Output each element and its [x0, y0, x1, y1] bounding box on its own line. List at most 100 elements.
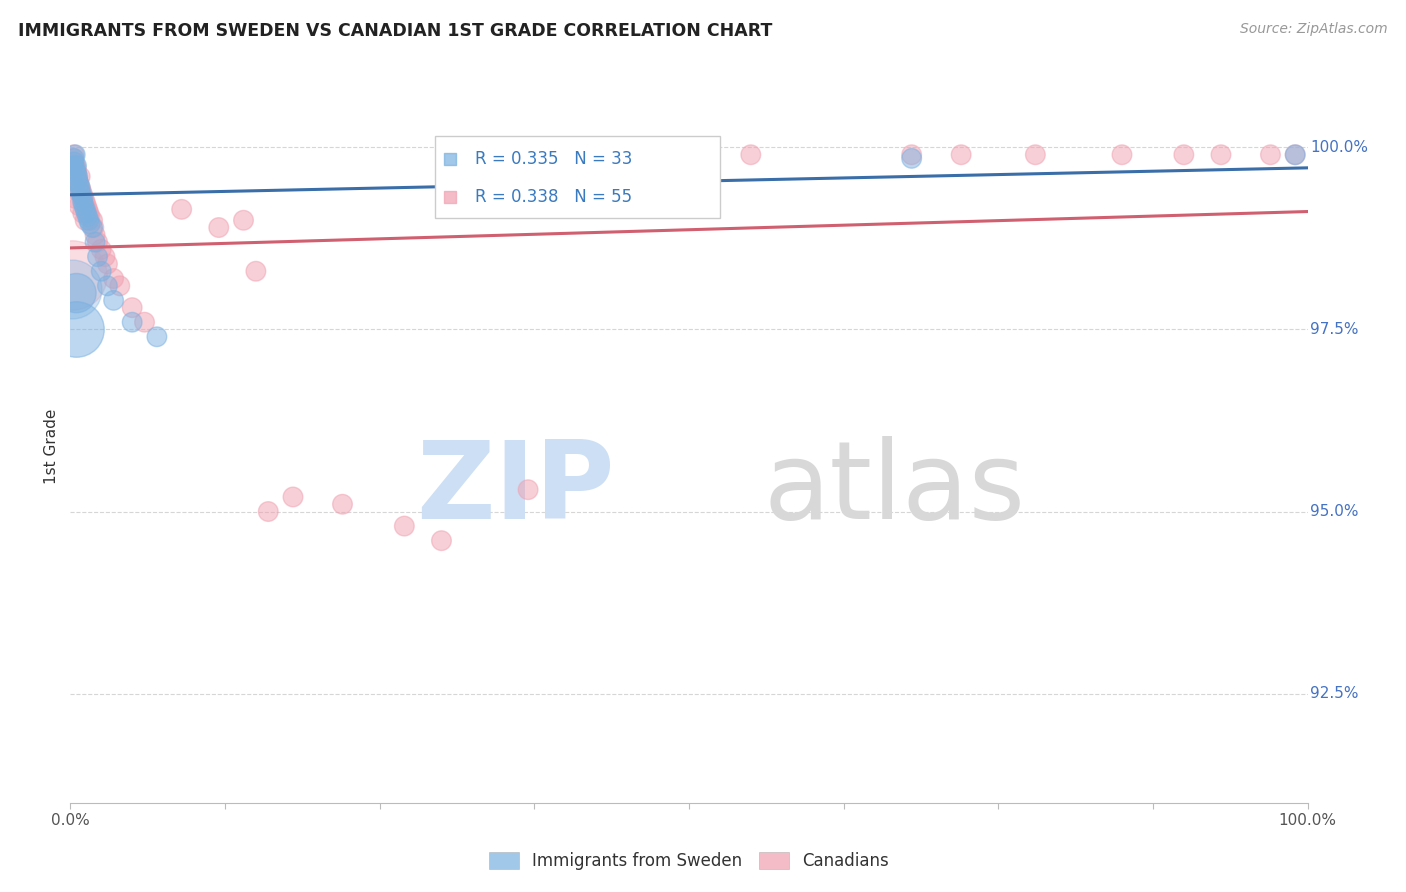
Point [103, 271, 125, 285]
Point [146, 330, 169, 344]
Point [62, 152, 84, 166]
Point [517, 483, 540, 497]
Point [740, 147, 762, 161]
Point [75, 213, 97, 227]
Point [65, 159, 87, 173]
Point [72, 187, 94, 202]
Point [94, 250, 117, 264]
Point [66, 173, 89, 187]
Point [121, 301, 143, 315]
Point [281, 490, 304, 504]
Point [69, 180, 91, 194]
Point [430, 533, 453, 548]
Y-axis label: 1st Grade: 1st Grade [44, 409, 59, 483]
Point [75, 195, 97, 210]
Point [134, 315, 156, 329]
Point [90, 243, 112, 257]
Point [1260, 147, 1282, 161]
Point [65, 162, 87, 177]
Point [65, 169, 87, 184]
FancyBboxPatch shape [436, 136, 720, 218]
Point [257, 504, 280, 518]
Point [60, 282, 83, 296]
Point [76, 202, 98, 217]
Point [232, 213, 254, 227]
Point [72, 191, 94, 205]
Point [72, 195, 94, 210]
Point [1209, 147, 1232, 161]
Point [77, 213, 100, 227]
Point [75, 206, 97, 220]
Point [950, 147, 973, 161]
Point [66, 169, 89, 184]
Point [62, 159, 84, 173]
Point [67, 199, 90, 213]
Point [1284, 147, 1306, 161]
Point [84, 227, 107, 242]
Point [70, 184, 93, 198]
Legend: Immigrants from Sweden, Canadians: Immigrants from Sweden, Canadians [482, 845, 896, 877]
Point [67, 177, 90, 191]
Point [82, 213, 104, 227]
Text: 97.5%: 97.5% [1310, 322, 1358, 337]
Point [76, 210, 98, 224]
Text: 100.0%: 100.0% [1310, 140, 1368, 155]
Point [108, 278, 131, 293]
Point [63, 155, 86, 169]
Point [67, 177, 90, 191]
Text: R = 0.335   N = 33: R = 0.335 N = 33 [475, 150, 633, 168]
Point [69, 180, 91, 194]
Point [63, 162, 86, 177]
Point [75, 199, 97, 213]
Point [1173, 147, 1195, 161]
Point [82, 220, 104, 235]
Point [60, 268, 83, 282]
Point [96, 257, 118, 271]
Point [73, 199, 96, 213]
Point [65, 166, 87, 180]
Point [79, 210, 101, 224]
Point [66, 173, 89, 187]
Point [84, 235, 107, 249]
Point [65, 147, 87, 161]
Point [69, 169, 91, 184]
Point [65, 191, 87, 205]
Point [69, 184, 91, 198]
Point [900, 147, 922, 161]
Point [75, 202, 97, 217]
Point [65, 286, 87, 301]
Text: atlas: atlas [763, 436, 1025, 541]
Text: IMMIGRANTS FROM SWEDEN VS CANADIAN 1ST GRADE CORRELATION CHART: IMMIGRANTS FROM SWEDEN VS CANADIAN 1ST G… [18, 22, 773, 40]
Point [63, 152, 86, 166]
Point [121, 315, 143, 329]
Point [1111, 147, 1133, 161]
Point [66, 184, 89, 198]
Point [63, 147, 86, 161]
Point [65, 322, 87, 336]
Point [103, 293, 125, 308]
Point [96, 278, 118, 293]
Point [63, 155, 86, 169]
Point [1284, 147, 1306, 161]
Point [65, 162, 87, 177]
Point [86, 250, 108, 264]
Point [394, 519, 416, 533]
Text: 95.0%: 95.0% [1310, 504, 1358, 519]
Point [245, 264, 267, 278]
Point [332, 497, 354, 511]
Point [70, 187, 93, 202]
Point [73, 191, 96, 205]
Point [208, 220, 231, 235]
Text: Source: ZipAtlas.com: Source: ZipAtlas.com [1240, 22, 1388, 37]
Point [900, 152, 922, 166]
Point [83, 220, 105, 235]
Point [79, 217, 101, 231]
Point [90, 264, 112, 278]
Point [170, 202, 193, 217]
Text: R = 0.338   N = 55: R = 0.338 N = 55 [475, 188, 633, 206]
Text: 92.5%: 92.5% [1310, 686, 1358, 701]
Point [65, 166, 87, 180]
Point [77, 206, 100, 220]
Point [86, 235, 108, 249]
Text: ZIP: ZIP [416, 436, 614, 541]
